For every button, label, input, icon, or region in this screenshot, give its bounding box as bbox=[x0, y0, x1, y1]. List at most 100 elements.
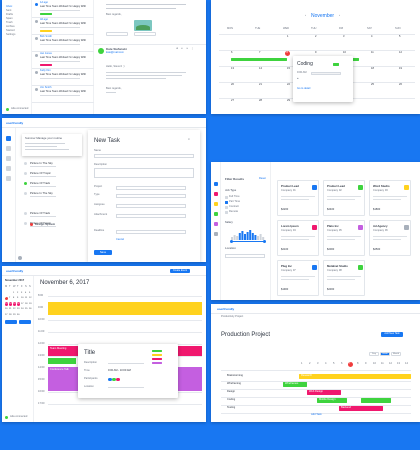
message-sender[interactable]: Jan Jones bbox=[40, 52, 52, 55]
location-input[interactable] bbox=[225, 254, 265, 258]
message-subject[interactable]: Last Time Team Worked I'm Happy With bbox=[40, 5, 87, 8]
mini-day[interactable]: 2 bbox=[17, 291, 19, 294]
day-number[interactable]: 14 bbox=[259, 67, 262, 70]
gantt-bar[interactable]: Research bbox=[299, 374, 387, 379]
job-card[interactable]: Word Studio Company 03 $1800 bbox=[369, 180, 411, 216]
sidebar-item[interactable]: Starred bbox=[6, 29, 15, 32]
mini-day[interactable]: 22 bbox=[13, 308, 16, 310]
breadcrumb[interactable]: Productivity Project bbox=[221, 315, 244, 318]
mini-day[interactable]: 10 bbox=[21, 297, 24, 299]
slider-handle[interactable] bbox=[263, 240, 266, 243]
rail-icon[interactable] bbox=[214, 182, 218, 186]
day-number[interactable]: 1 bbox=[287, 35, 289, 38]
mini-day[interactable]: 28 bbox=[9, 313, 12, 316]
sidebar-item[interactable]: Archive bbox=[6, 25, 15, 28]
message-sender[interactable]: Bob Smith bbox=[40, 35, 52, 38]
mini-day[interactable]: 1 bbox=[13, 291, 15, 294]
nav-icon[interactable] bbox=[6, 166, 11, 171]
rail-icon[interactable] bbox=[214, 212, 218, 216]
field-input[interactable] bbox=[116, 186, 186, 190]
task-title[interactable]: Picture Of Track bbox=[30, 211, 51, 215]
day-number[interactable]: 3 bbox=[343, 35, 345, 38]
job-card[interactable]: Product Lead Company 01 $2200 bbox=[277, 180, 319, 216]
day-number[interactable]: 4 bbox=[371, 35, 373, 38]
message-sender[interactable]: 1d ago bbox=[40, 1, 48, 4]
day-number[interactable]: 19 bbox=[399, 67, 402, 70]
day-number[interactable]: 11 bbox=[371, 51, 374, 54]
day-number[interactable]: 18 bbox=[371, 67, 374, 70]
day-number[interactable]: 9 bbox=[315, 51, 317, 54]
add-new-task-button[interactable]: Add New Task bbox=[381, 332, 403, 337]
sidebar-item[interactable]: Drafts bbox=[6, 13, 13, 16]
message-sender[interactable]: Jim Smith bbox=[40, 86, 52, 89]
day-number[interactable]: 10 bbox=[343, 51, 346, 54]
gantt-bar[interactable]: Web Design bbox=[307, 390, 341, 395]
message-subject[interactable]: Last Time Team Worked I'm Happy With bbox=[40, 73, 87, 76]
day-number[interactable]: 6 bbox=[231, 51, 233, 54]
job-card[interactable]: Ad Agency Company 06 $2500 bbox=[369, 220, 411, 256]
mini-day[interactable]: 30 bbox=[17, 313, 20, 316]
filter-checkbox[interactable] bbox=[225, 196, 228, 199]
nav-icon[interactable] bbox=[6, 176, 11, 181]
day-number[interactable]: 29 bbox=[287, 99, 290, 102]
day-number[interactable]: 28 bbox=[259, 99, 262, 102]
slider-handle[interactable] bbox=[230, 240, 233, 243]
rail-icon[interactable] bbox=[214, 192, 218, 196]
mini-today-button[interactable] bbox=[5, 320, 17, 324]
day-number[interactable]: 27 bbox=[231, 99, 234, 102]
attachment-chip[interactable] bbox=[106, 32, 128, 36]
field-input[interactable] bbox=[94, 154, 194, 158]
view-tab[interactable]: Month bbox=[391, 352, 401, 356]
view-tab[interactable]: Week bbox=[380, 352, 390, 356]
task-title[interactable]: Picture Of Track bbox=[30, 181, 51, 185]
sidebar-item[interactable]: Spam bbox=[6, 17, 13, 20]
message-subject[interactable]: Last Time Team Worked I'm Happy With bbox=[40, 39, 87, 42]
day-number[interactable]: 20 bbox=[231, 83, 234, 86]
job-card[interactable]: Lorem Ipsum Company 04 $2100 bbox=[277, 220, 319, 256]
job-card[interactable]: Product Lead Company 02 $2400 bbox=[323, 180, 365, 216]
mini-day[interactable]: 3 bbox=[21, 291, 23, 294]
gantt-row-label[interactable]: Brainstorming bbox=[227, 374, 244, 377]
day-number[interactable]: 22 bbox=[287, 83, 290, 86]
gantt-bar[interactable]: Wireframes bbox=[283, 382, 307, 387]
field-input[interactable] bbox=[116, 194, 186, 198]
mini-day[interactable]: 21 bbox=[9, 308, 12, 310]
gantt-bar[interactable]: Backend bbox=[339, 406, 383, 411]
sidebar-item[interactable]: Trash bbox=[6, 21, 13, 24]
task-check[interactable] bbox=[24, 182, 27, 185]
close-icon[interactable]: × bbox=[188, 137, 190, 141]
mini-day[interactable]: 8 bbox=[13, 297, 15, 299]
gantt-row-label[interactable]: Testing bbox=[227, 406, 236, 409]
calendar-prev[interactable]: ‹ bbox=[305, 13, 306, 17]
day-number[interactable]: 5 bbox=[399, 35, 401, 38]
task-check[interactable] bbox=[24, 192, 27, 195]
day-number[interactable]: 25 bbox=[371, 83, 374, 86]
mini-day[interactable]: 23 bbox=[17, 308, 20, 310]
add-task-link[interactable]: Add Task bbox=[311, 413, 322, 416]
attachment-chip[interactable] bbox=[134, 32, 156, 36]
day-number[interactable]: 13 bbox=[231, 67, 234, 70]
filter-option[interactable]: Contract bbox=[229, 205, 239, 208]
nav-icon[interactable] bbox=[6, 136, 11, 141]
filter-checkbox[interactable] bbox=[225, 211, 228, 214]
event-yellow[interactable] bbox=[48, 302, 202, 315]
mini-day[interactable]: 18 bbox=[25, 302, 28, 305]
message-subject[interactable]: Last Time Team Worked I'm Happy With bbox=[40, 56, 87, 59]
day-number[interactable]: 8 bbox=[286, 51, 288, 54]
mini-week-button[interactable] bbox=[19, 320, 31, 324]
mini-day[interactable]: 25 bbox=[25, 308, 28, 310]
popup-link[interactable]: Go to detail bbox=[297, 87, 311, 90]
task-title[interactable]: Picture In The Sky bbox=[30, 161, 53, 165]
job-card[interactable]: Metalnet Studio Company 08 $2300 bbox=[323, 260, 365, 296]
sender-mail[interactable]: kate@mail.com bbox=[106, 51, 124, 54]
mini-day[interactable]: 29 bbox=[13, 313, 16, 316]
mini-day[interactable]: 6 bbox=[5, 297, 7, 299]
nav-icon[interactable] bbox=[6, 146, 11, 151]
mini-day[interactable]: 12 bbox=[29, 297, 32, 299]
filter-checkbox[interactable] bbox=[225, 201, 228, 204]
create-event-button[interactable]: Create Event bbox=[170, 269, 190, 273]
message-sender[interactable]: Kelly Kim bbox=[40, 69, 51, 72]
gantt-row-label[interactable]: Coding bbox=[227, 398, 236, 401]
task-check[interactable] bbox=[24, 222, 27, 225]
task-title[interactable]: Picture Of Tropic bbox=[30, 171, 51, 175]
